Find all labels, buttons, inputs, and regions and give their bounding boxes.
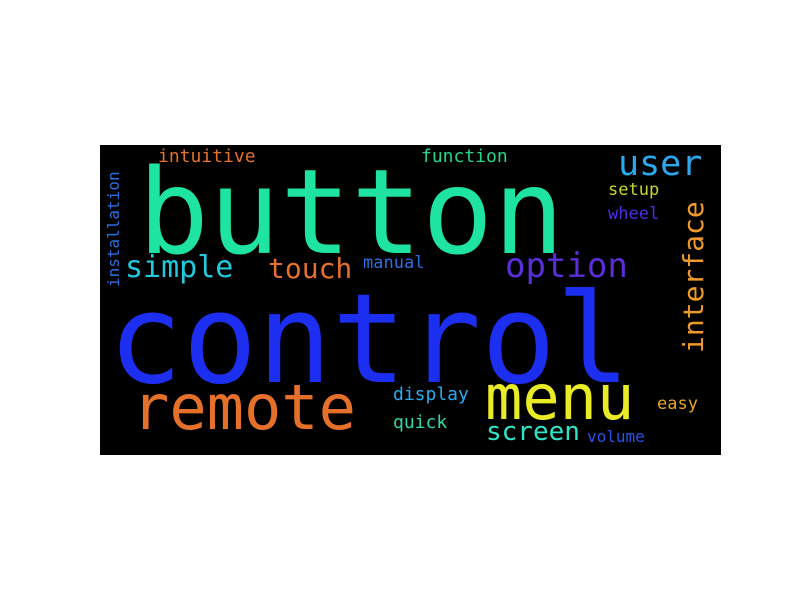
word-touch: touch [268,252,353,285]
word-setup: setup [608,180,660,200]
word-user: user [618,145,703,184]
word-remote: remote [132,371,356,444]
word-option: option [505,246,628,286]
word-display: display [393,384,469,405]
word-simple: simple [125,250,234,285]
word-easy: easy [657,394,698,414]
word-intuitive: intuitive [158,146,256,167]
word-installation: installation [104,171,123,287]
word-quick: quick [393,412,448,433]
word-wheel: wheel [608,204,660,224]
word-menu: menu [485,361,635,434]
word-volume: volume [587,427,645,446]
word-control: control [108,268,631,412]
word-function: function [421,146,508,167]
word-manual: manual [363,253,425,273]
word-cloud-canvas: control button remote menu option simple… [100,145,721,455]
word-screen: screen [486,417,580,447]
word-interface: interface [677,201,710,353]
word-button: button [138,145,565,281]
